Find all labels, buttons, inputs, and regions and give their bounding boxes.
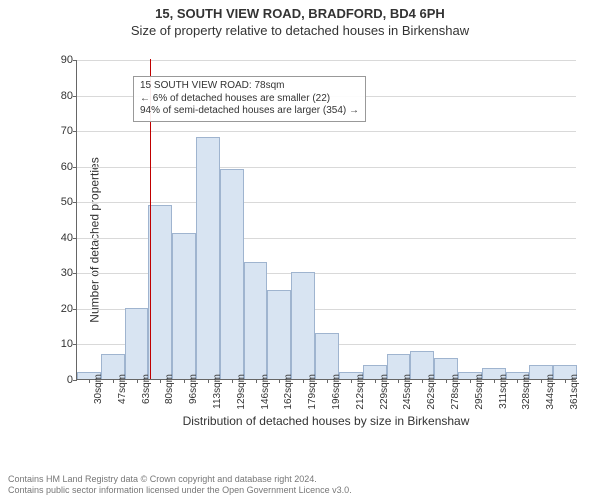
- x-tick-mark: [565, 379, 566, 383]
- x-tick-mark: [327, 379, 328, 383]
- x-tick-label: 196sqm: [331, 374, 342, 410]
- y-tick-mark: [73, 309, 77, 310]
- annotation-line1: 15 SOUTH VIEW ROAD: 78sqm: [140, 80, 359, 93]
- y-tick-mark: [73, 380, 77, 381]
- footer-line1: Contains HM Land Registry data © Crown c…: [8, 474, 352, 485]
- x-tick-mark: [232, 379, 233, 383]
- chart-title-block: 15, SOUTH VIEW ROAD, BRADFORD, BD4 6PH S…: [0, 0, 600, 38]
- x-tick-mark: [279, 379, 280, 383]
- annotation-line3: 94% of semi-detached houses are larger (…: [140, 105, 359, 118]
- histogram-bar: [220, 169, 244, 379]
- x-tick-label: 311sqm: [498, 374, 509, 409]
- y-tick-mark: [73, 273, 77, 274]
- y-tick-mark: [73, 96, 77, 97]
- histogram-bar: [125, 308, 149, 379]
- histogram-bar: [148, 205, 172, 379]
- x-axis-label: Distribution of detached houses by size …: [76, 414, 576, 428]
- histogram-bar: [291, 272, 315, 379]
- x-tick-mark: [137, 379, 138, 383]
- y-tick-mark: [73, 202, 77, 203]
- y-tick-label: 40: [49, 232, 73, 244]
- footer-line2: Contains public sector information licen…: [8, 485, 352, 496]
- x-tick-mark: [422, 379, 423, 383]
- y-tick-label: 80: [49, 90, 73, 102]
- x-tick-mark: [89, 379, 90, 383]
- y-tick-label: 60: [49, 161, 73, 173]
- x-tick-mark: [494, 379, 495, 383]
- x-tick-mark: [113, 379, 114, 383]
- x-tick-mark: [470, 379, 471, 383]
- x-tick-label: 129sqm: [236, 374, 247, 410]
- y-tick-mark: [73, 344, 77, 345]
- plot-area: 010203040506070809030sqm47sqm63sqm80sqm9…: [76, 60, 576, 380]
- y-tick-label: 30: [49, 267, 73, 279]
- y-tick-mark: [73, 238, 77, 239]
- x-tick-mark: [375, 379, 376, 383]
- x-tick-label: 162sqm: [283, 374, 294, 410]
- y-tick-label: 70: [49, 125, 73, 137]
- histogram-bar: [196, 137, 220, 379]
- y-tick-mark: [73, 131, 77, 132]
- histogram-bar: [172, 233, 196, 379]
- x-tick-label: 229sqm: [379, 374, 390, 410]
- x-tick-label: 278sqm: [450, 374, 461, 410]
- x-tick-label: 328sqm: [521, 374, 532, 410]
- annotation-line2: ← 6% of detached houses are smaller (22): [140, 93, 359, 106]
- gridline: [77, 60, 576, 61]
- x-tick-label: 113sqm: [212, 374, 223, 409]
- y-tick-label: 50: [49, 196, 73, 208]
- x-tick-mark: [541, 379, 542, 383]
- gridline: [77, 167, 576, 168]
- x-tick-label: 295sqm: [474, 374, 485, 410]
- y-tick-label: 90: [49, 54, 73, 66]
- x-tick-mark: [303, 379, 304, 383]
- x-tick-mark: [398, 379, 399, 383]
- x-tick-label: 361sqm: [569, 374, 580, 410]
- y-tick-label: 20: [49, 303, 73, 315]
- x-tick-label: 245sqm: [402, 374, 413, 410]
- x-tick-mark: [351, 379, 352, 383]
- x-tick-label: 179sqm: [307, 374, 318, 410]
- gridline: [77, 131, 576, 132]
- histogram-bar: [244, 262, 268, 379]
- x-tick-mark: [517, 379, 518, 383]
- y-tick-label: 0: [49, 374, 73, 386]
- histogram-bar: [315, 333, 339, 379]
- x-tick-label: 344sqm: [545, 374, 556, 410]
- x-tick-mark: [184, 379, 185, 383]
- x-tick-mark: [256, 379, 257, 383]
- annotation-box: 15 SOUTH VIEW ROAD: 78sqm ← 6% of detach…: [133, 76, 366, 122]
- x-tick-label: 212sqm: [355, 374, 366, 410]
- y-tick-mark: [73, 167, 77, 168]
- chart-container: Number of detached properties 0102030405…: [36, 50, 584, 430]
- title-subtitle: Size of property relative to detached ho…: [0, 23, 600, 38]
- x-tick-mark: [446, 379, 447, 383]
- title-address: 15, SOUTH VIEW ROAD, BRADFORD, BD4 6PH: [0, 6, 600, 21]
- y-tick-mark: [73, 60, 77, 61]
- x-tick-label: 146sqm: [260, 374, 271, 410]
- histogram-bar: [267, 290, 291, 379]
- x-tick-mark: [208, 379, 209, 383]
- footer-attribution: Contains HM Land Registry data © Crown c…: [8, 474, 352, 496]
- x-tick-label: 262sqm: [426, 374, 437, 410]
- x-tick-mark: [160, 379, 161, 383]
- y-tick-label: 10: [49, 338, 73, 350]
- gridline: [77, 202, 576, 203]
